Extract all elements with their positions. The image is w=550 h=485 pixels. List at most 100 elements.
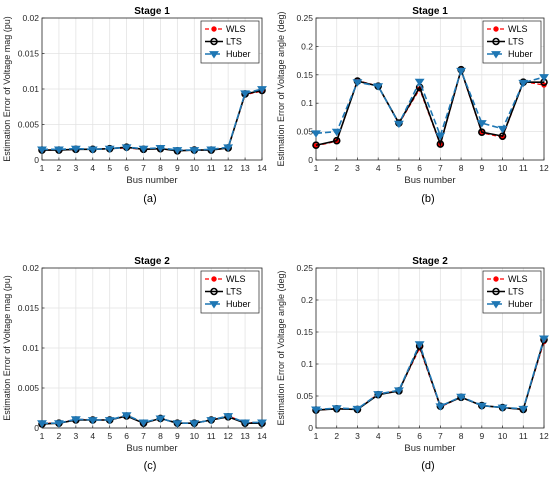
legend-label: Huber <box>508 49 533 59</box>
x-tick-label: 12 <box>223 431 233 441</box>
x-tick-label: 3 <box>73 431 78 441</box>
y-tick-label: 0.05 <box>296 391 313 401</box>
x-tick-label: 1 <box>314 163 319 173</box>
data-point-huber <box>138 145 149 154</box>
x-tick-label: 8 <box>158 163 163 173</box>
x-tick-label: 4 <box>90 163 95 173</box>
y-tick-label: 0.005 <box>18 120 40 130</box>
panel-caption: (d) <box>421 460 434 472</box>
data-point-huber <box>435 132 446 141</box>
series-huber <box>37 86 267 155</box>
x-tick-label: 3 <box>73 163 78 173</box>
x-tick-label: 12 <box>539 431 549 441</box>
data-point-huber <box>435 403 446 411</box>
x-tick-label: 14 <box>257 431 267 441</box>
y-tick-label: 0.015 <box>18 303 40 313</box>
x-tick-label: 5 <box>397 431 402 441</box>
x-tick-label: 7 <box>438 163 443 173</box>
legend-marker <box>209 301 219 309</box>
legend-label: WLS <box>508 274 528 284</box>
x-tick-label: 10 <box>190 163 200 173</box>
data-point-huber <box>373 391 384 399</box>
legend-label: LTS <box>508 287 524 297</box>
y-tick-label: 0.005 <box>18 383 40 393</box>
legend-label: LTS <box>508 37 524 47</box>
data-point-huber <box>311 406 321 414</box>
x-axis-label: Bus number <box>404 443 455 454</box>
axes-box <box>315 17 545 161</box>
legend-marker <box>491 301 501 309</box>
legend: WLS LTS Huber <box>482 270 542 314</box>
y-tick-label: 0.1 <box>301 98 313 108</box>
chart-title: Stage 1 <box>134 6 170 17</box>
legend-marker <box>493 26 499 32</box>
legend-label: LTS <box>226 37 242 47</box>
y-axis-label: Estimation Error of Voltage mag (pu) <box>2 16 12 162</box>
x-tick-label: 1 <box>314 431 319 441</box>
y-tick-label: 0.01 <box>22 84 39 94</box>
x-tick-label: 2 <box>57 431 62 441</box>
y-tick-label: 0 <box>308 423 313 433</box>
x-tick-label: 6 <box>124 431 129 441</box>
chart-title: Stage 2 <box>134 256 170 267</box>
x-tick-label: 5 <box>107 163 112 173</box>
y-tick-label: 0.01 <box>22 343 39 353</box>
x-tick-label: 9 <box>175 431 180 441</box>
x-tick-label: 8 <box>459 163 464 173</box>
y-tick-label: 0.02 <box>22 263 39 273</box>
x-tick-label: 9 <box>479 431 484 441</box>
data-point-huber <box>87 417 98 425</box>
x-tick-label: 4 <box>376 431 381 441</box>
x-tick-label: 5 <box>397 163 402 173</box>
y-tick-label: 0.25 <box>296 263 313 273</box>
legend-marker <box>211 276 217 282</box>
data-point-huber <box>121 144 132 152</box>
x-tick-label: 11 <box>207 163 216 173</box>
x-tick-label: 9 <box>479 163 484 173</box>
x-tick-label: 2 <box>334 431 339 441</box>
data-point-huber <box>456 393 467 402</box>
legend-marker <box>493 276 499 282</box>
chart-title: Stage 2 <box>412 256 448 267</box>
x-tick-label: 6 <box>124 163 129 173</box>
data-point-huber <box>352 405 363 414</box>
data-point-huber <box>172 147 183 155</box>
y-axis-label: Estimation Error of Voltage angle (deg) <box>276 11 286 166</box>
x-tick-label: 12 <box>539 163 549 173</box>
y-tick-label: 0.25 <box>296 13 313 23</box>
data-point-huber <box>223 144 234 152</box>
legend-marker <box>211 26 217 32</box>
legend-label: Huber <box>508 299 533 309</box>
y-axis-label: Estimation Error of Voltage angle (deg) <box>276 270 286 425</box>
x-tick-label: 8 <box>158 431 163 441</box>
series-line-huber <box>315 338 545 411</box>
y-tick-label: 0.02 <box>22 13 39 23</box>
data-point-lts <box>436 140 445 148</box>
series-huber <box>311 335 549 414</box>
data-point-huber <box>121 412 132 420</box>
data-point-huber <box>539 74 549 82</box>
data-point-huber <box>373 83 384 91</box>
y-tick-label: 0.2 <box>301 295 313 305</box>
legend-marker <box>492 287 500 296</box>
legend-label: WLS <box>226 274 246 284</box>
data-point-huber <box>138 419 149 427</box>
data-point-huber <box>257 419 267 427</box>
data-point-lts <box>478 128 486 136</box>
data-point-huber <box>476 120 487 128</box>
data-point-huber <box>518 405 529 414</box>
series-huber <box>311 67 549 141</box>
x-tick-label: 11 <box>519 431 528 441</box>
data-point-huber <box>53 146 64 154</box>
x-tick-label: 11 <box>207 431 216 441</box>
chart-title: Stage 1 <box>412 6 448 17</box>
chart-panel-4: 1 2 3 4 5 6 7 8 9 10 11 1200.050.10.150.20.25Stage … <box>276 256 549 454</box>
legend-label: Huber <box>226 49 251 59</box>
x-axis-label: Bus number <box>126 175 177 186</box>
data-point-huber <box>518 79 529 88</box>
y-tick-label: 0.15 <box>296 70 313 80</box>
x-tick-label: 1 <box>40 431 45 441</box>
x-tick-label: 2 <box>334 163 339 173</box>
data-point-huber <box>70 416 81 424</box>
x-tick-label: 8 <box>459 431 464 441</box>
